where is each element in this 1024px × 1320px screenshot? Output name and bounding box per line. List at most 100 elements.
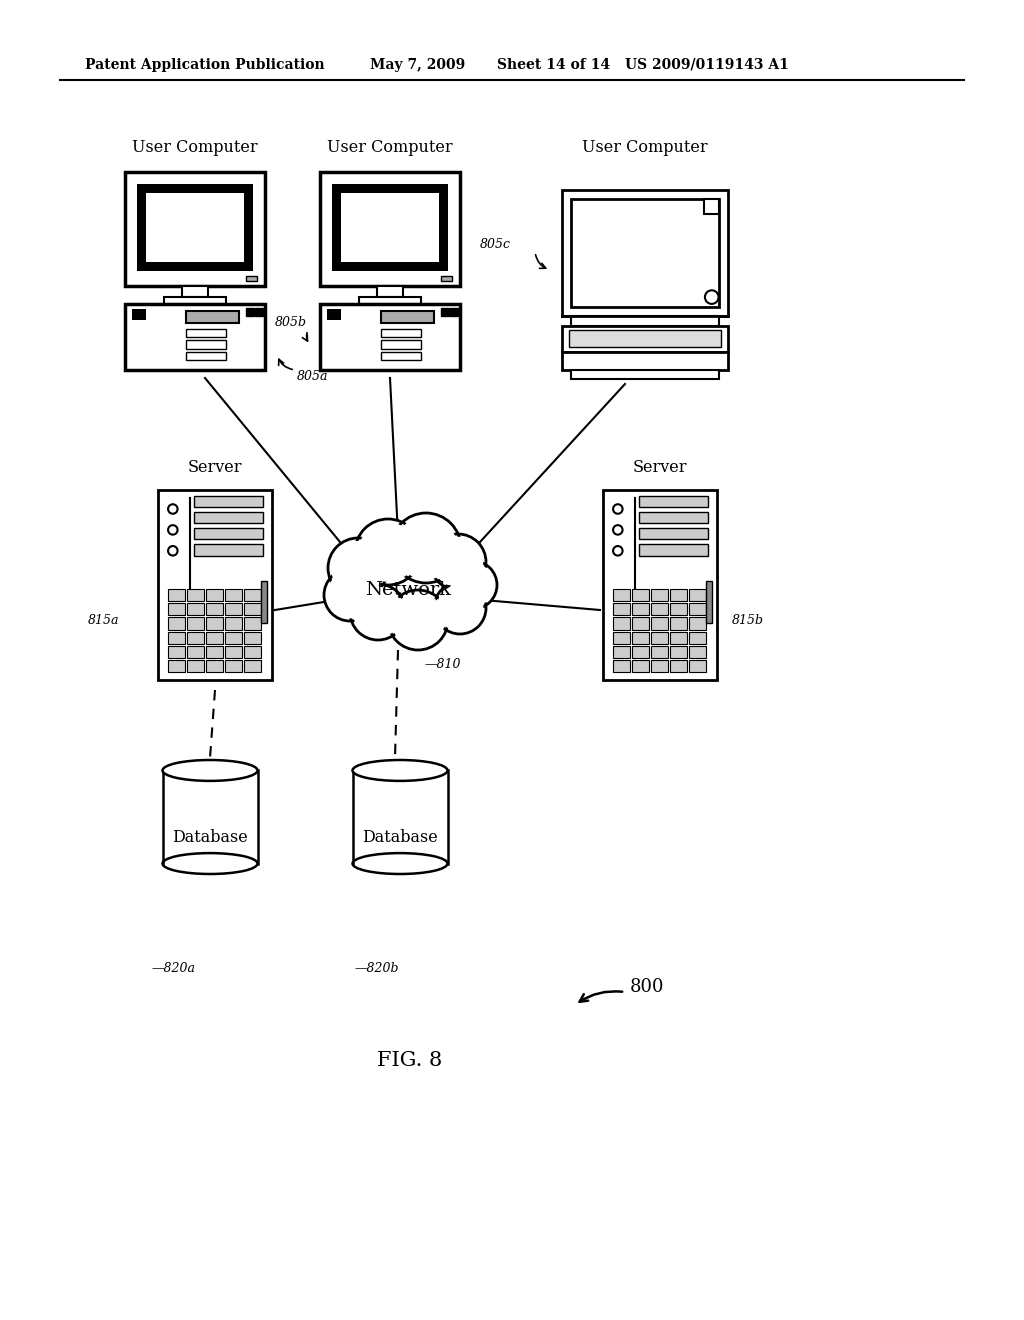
Text: —810: —810 [425, 659, 462, 672]
Bar [603, 490, 717, 680]
Bar [612, 603, 630, 615]
Text: 805b: 805b [275, 315, 307, 329]
Bar [377, 286, 403, 297]
Bar [206, 618, 222, 630]
Bar [206, 660, 222, 672]
Bar [632, 618, 648, 630]
Bar [706, 581, 713, 623]
Bar [163, 771, 257, 863]
Circle shape [328, 539, 388, 598]
Bar [570, 198, 720, 308]
Bar [650, 589, 668, 601]
Bar [125, 172, 265, 286]
Text: Server: Server [633, 459, 687, 477]
Circle shape [324, 569, 376, 620]
Ellipse shape [352, 760, 447, 781]
Bar [168, 589, 184, 601]
Bar [224, 631, 242, 644]
Bar [246, 309, 254, 317]
Bar [168, 603, 184, 615]
Bar [244, 618, 260, 630]
Text: 815a: 815a [88, 614, 120, 627]
Bar [650, 618, 668, 630]
Bar [206, 631, 222, 644]
Bar [168, 645, 184, 659]
Bar [569, 330, 721, 347]
Bar [164, 297, 226, 304]
Bar [246, 276, 257, 281]
Bar [688, 618, 706, 630]
Bar [441, 309, 449, 317]
Bar [132, 309, 145, 319]
Bar [381, 351, 421, 360]
Ellipse shape [163, 853, 257, 874]
Bar [224, 645, 242, 659]
Ellipse shape [352, 853, 447, 874]
Circle shape [168, 546, 177, 556]
Circle shape [355, 519, 421, 585]
Bar [632, 660, 648, 672]
Circle shape [391, 593, 445, 647]
Bar [381, 341, 421, 348]
Bar [186, 589, 204, 601]
Bar [632, 631, 648, 644]
Circle shape [705, 290, 719, 304]
Bar [255, 309, 263, 317]
Bar [186, 645, 204, 659]
Bar [688, 589, 706, 601]
Bar [186, 618, 204, 630]
Text: User Computer: User Computer [328, 140, 453, 157]
Bar [224, 618, 242, 630]
Text: US 2009/0119143 A1: US 2009/0119143 A1 [625, 58, 788, 73]
Bar [570, 370, 720, 379]
Text: Network: Network [365, 581, 451, 599]
Bar [352, 771, 447, 863]
Bar [612, 631, 630, 644]
Bar [359, 297, 421, 304]
Bar [244, 589, 260, 601]
Bar [224, 603, 242, 615]
Bar [670, 645, 687, 659]
Circle shape [168, 525, 177, 535]
Bar [650, 660, 668, 672]
Circle shape [168, 504, 177, 513]
Bar [570, 315, 720, 326]
Bar [562, 326, 728, 351]
Bar [705, 199, 719, 214]
Bar [562, 190, 728, 315]
Text: 805c: 805c [480, 238, 511, 251]
Text: FIG. 8: FIG. 8 [378, 1051, 442, 1069]
Bar [639, 512, 708, 523]
Bar [125, 304, 265, 370]
Bar [381, 312, 434, 323]
Circle shape [331, 541, 385, 595]
Circle shape [433, 537, 483, 587]
Text: 805a: 805a [297, 371, 329, 384]
Bar [639, 528, 708, 540]
Bar [639, 496, 708, 507]
Bar [244, 603, 260, 615]
Circle shape [358, 523, 418, 582]
Circle shape [353, 587, 403, 638]
Bar [137, 185, 253, 271]
Text: —820a: —820a [152, 961, 196, 974]
Bar [332, 185, 449, 271]
Bar [612, 645, 630, 659]
Bar [168, 618, 184, 630]
Circle shape [452, 564, 495, 607]
Bar [182, 286, 208, 297]
Bar [168, 631, 184, 644]
Bar [632, 603, 648, 615]
Text: User Computer: User Computer [583, 140, 708, 157]
Bar [186, 312, 239, 323]
Bar [244, 631, 260, 644]
Circle shape [436, 585, 483, 631]
Bar [158, 490, 272, 680]
Bar [168, 660, 184, 672]
Bar [195, 544, 263, 556]
Bar [244, 645, 260, 659]
Circle shape [394, 516, 458, 579]
Text: Sheet 14 of 14: Sheet 14 of 14 [497, 58, 610, 73]
Bar [186, 603, 204, 615]
Bar [186, 660, 204, 672]
